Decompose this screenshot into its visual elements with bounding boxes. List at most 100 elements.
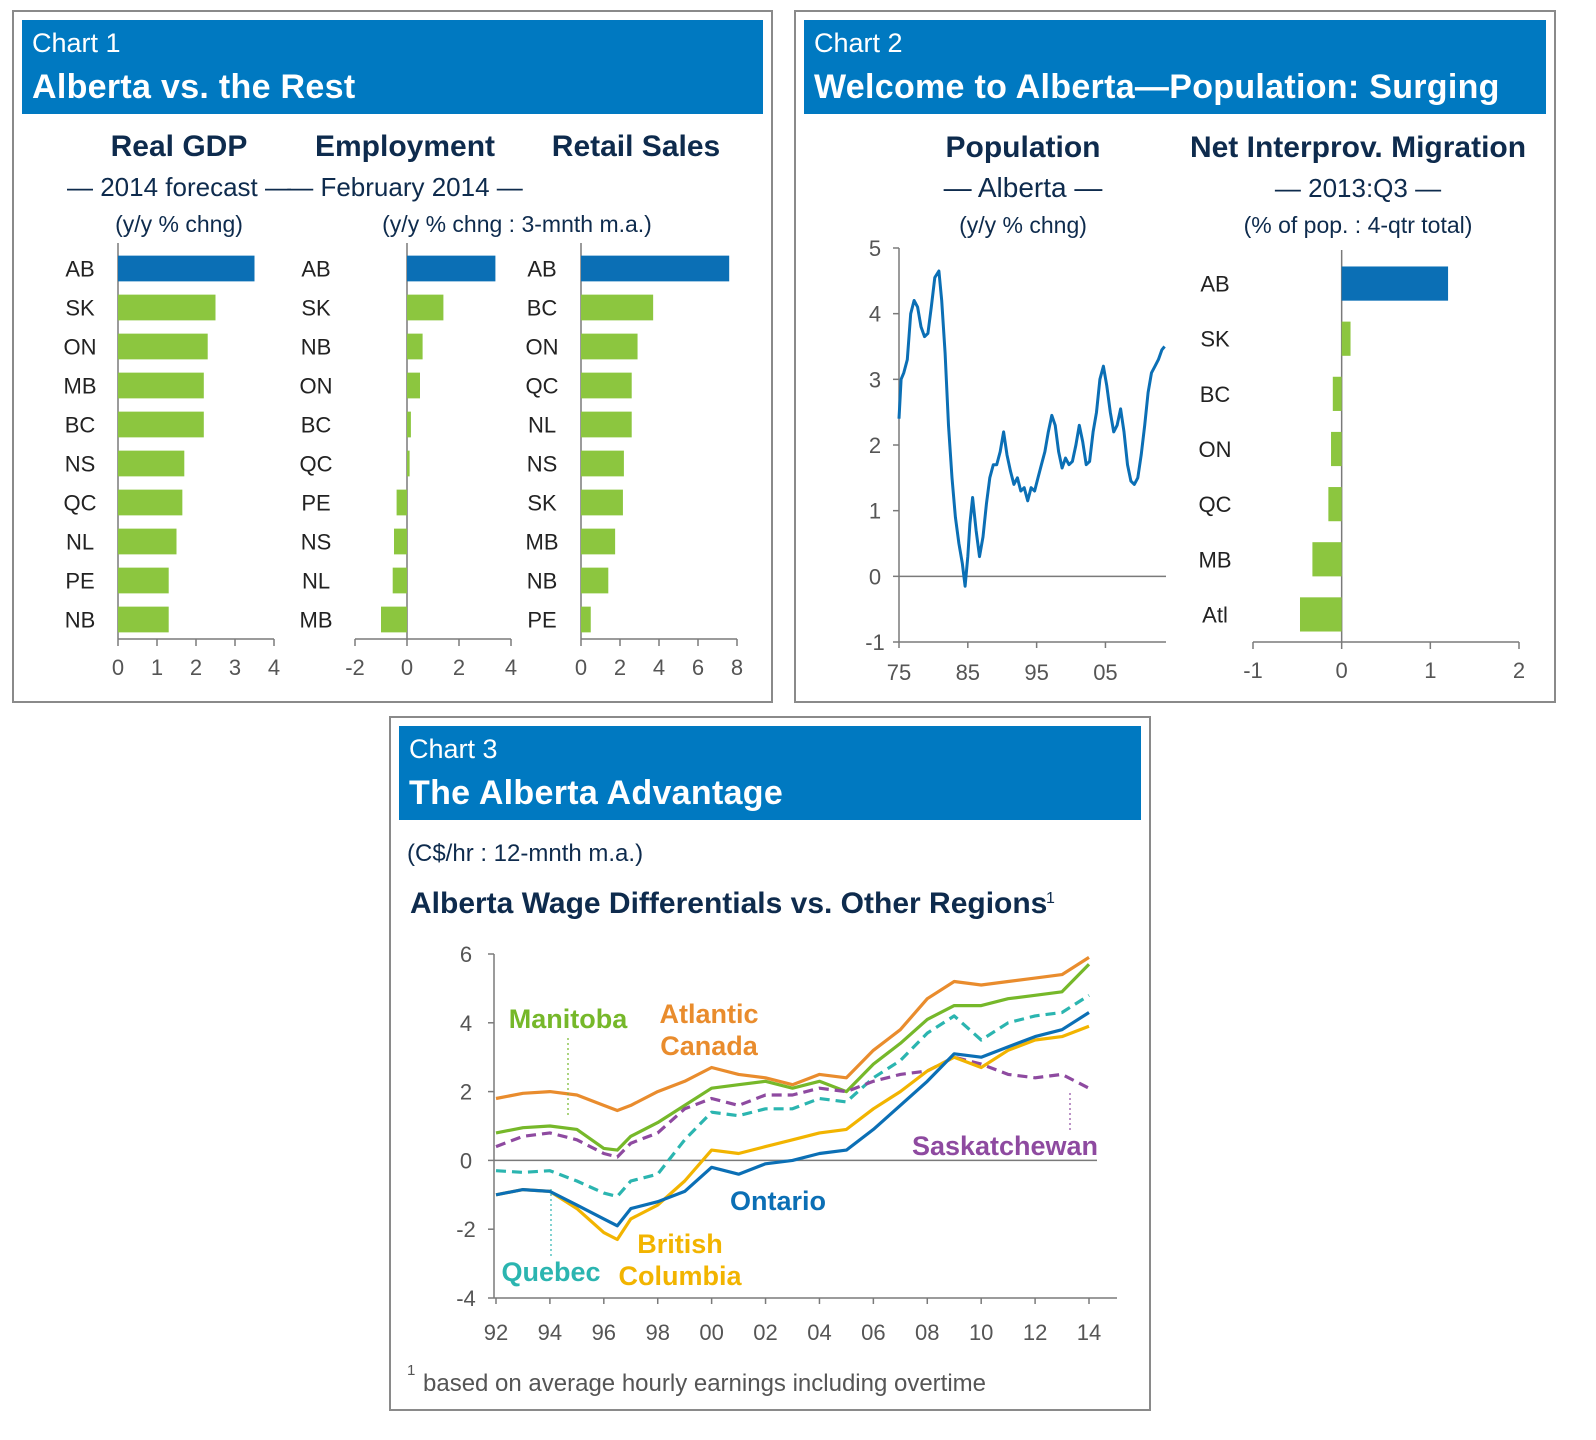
chart2-population-ytick-label: -1 — [865, 630, 885, 655]
chart1-retail-bar-NS — [581, 450, 624, 477]
chart1-retail-bar-NL — [581, 411, 632, 438]
chart1-gdp-category-SK: SK — [65, 296, 95, 321]
chart1-gdp-title: Real GDP — [111, 130, 248, 163]
chart3-xtick-label: 10 — [969, 1320, 993, 1345]
chart2-population-unit: (y/y % chng) — [959, 212, 1087, 238]
chart2-migration-category-AB: AB — [1200, 272, 1229, 297]
chart1-title: Alberta vs. the Rest — [32, 68, 356, 106]
chart1-gdp-category-MB: MB — [64, 374, 97, 399]
chart3-ytick-label: -4 — [456, 1286, 476, 1311]
chart1-retail-category-QC: QC — [526, 374, 559, 399]
chart1-retail-bar-AB — [581, 255, 730, 282]
chart3-ytick-label: 4 — [460, 1011, 472, 1036]
chart3-series-label-manitoba: Manitoba — [509, 1004, 628, 1034]
chart1-panel: Chart 1 Alberta vs. the Rest Real GDP — 2… — [12, 10, 773, 703]
chart2-migration-bar-Atl — [1299, 597, 1342, 632]
chart3-xtick-label: 14 — [1077, 1320, 1101, 1345]
chart3-series-label-atlantic-canada: Atlantic — [659, 999, 758, 1029]
chart1-employment-tick-label: 4 — [505, 655, 517, 680]
chart1-employment-title: Employment — [315, 130, 495, 163]
chart2-migration-unit: (% of pop. : 4-qtr total) — [1244, 212, 1473, 238]
chart1-retail-bar-NB — [581, 567, 609, 594]
chart1-retail-category-MB: MB — [526, 530, 559, 555]
chart1-employment-bar-NB — [407, 333, 423, 360]
chart1-retail-bar-PE — [581, 606, 591, 633]
chart1-gdp-bar-NL — [118, 528, 177, 555]
chart2-migration-bar-ON — [1331, 431, 1342, 467]
chart1-gdp-category-QC: QC — [64, 491, 97, 516]
chart2-migration-tick-label: 1 — [1424, 658, 1436, 683]
chart1-employment-subtitle: — February 2014 — — [287, 172, 523, 202]
chart1-retail-bar-BC — [581, 294, 654, 321]
chart3-footnote-mark: 1 — [407, 1362, 415, 1379]
chart1-gdp-bar-QC — [118, 489, 183, 516]
chart1-gdp-category-AB: AB — [65, 257, 94, 282]
chart1-retail-category-PE: PE — [527, 608, 556, 633]
chart2-population-ytick-label: 4 — [869, 302, 881, 327]
chart1-retail-category-ON: ON — [526, 335, 559, 360]
chart2-population-xtick-label: 95 — [1024, 660, 1048, 685]
chart2-migration-category-QC: QC — [1199, 492, 1232, 517]
chart1-gdp-unit: (y/y % chng) — [115, 211, 243, 237]
chart1-employment-bar-AB — [407, 255, 496, 282]
chart3-xtick-label: 08 — [915, 1320, 939, 1345]
chart1-retail-tick-label: 2 — [614, 655, 626, 680]
chart3-xtick-label: 92 — [484, 1320, 508, 1345]
chart3-series-saskatchewan — [495, 1055, 1090, 1159]
chart3-series-label-saskatchewan: Saskatchewan — [912, 1131, 1098, 1161]
chart1-gdp-bar-NS — [118, 450, 185, 477]
chart1-gdp-tick-label: 4 — [268, 655, 280, 680]
chart1-gdp-category-PE: PE — [65, 569, 94, 594]
chart1-gdp-bar-AB — [118, 255, 255, 282]
chart3-series-label-quebec: Quebec — [501, 1257, 600, 1287]
chart3-xtick-label: 96 — [592, 1320, 616, 1345]
chart2-population-ytick-label: 0 — [869, 564, 881, 589]
chart1-retail-title: Retail Sales — [552, 130, 720, 163]
chart1-gdp-bar-MB — [118, 372, 204, 399]
chart1-employment-category-NS: NS — [301, 530, 332, 555]
chart3-series-label-atlantic-canada: Canada — [660, 1031, 759, 1061]
chart1-employment-bar-PE — [396, 489, 407, 516]
chart3-series-label-ontario: Ontario — [730, 1186, 826, 1216]
chart2-migration-tick-label: 2 — [1513, 658, 1525, 683]
chart2-migration-tick-label: -1 — [1243, 658, 1263, 683]
chart1-retail-tick-label: 0 — [575, 655, 587, 680]
chart3-xtick-label: 04 — [807, 1320, 831, 1345]
chart1-gdp-bar-ON — [118, 333, 208, 360]
chart2-panel: Chart 2 Welcome to Alberta—Population: S… — [794, 10, 1556, 703]
chart1-retail-bar-ON — [581, 333, 638, 360]
chart2-population-title: Population — [946, 131, 1101, 164]
chart2-migration-bar-BC — [1332, 376, 1342, 411]
chart1-employment-category-QC: QC — [300, 452, 333, 477]
chart3-ytick-label: 0 — [460, 1148, 472, 1173]
chart1-gdp-category-ON: ON — [64, 335, 97, 360]
chart3-ytick-label: -2 — [456, 1217, 476, 1242]
chart1-gdp-bar-PE — [118, 567, 169, 594]
chart3-xtick-label: 02 — [753, 1320, 777, 1345]
chart3-series-label-british-columbia: British — [637, 1229, 723, 1259]
chart1-retail-category-NB: NB — [527, 569, 558, 594]
chart2-migration-category-BC: BC — [1200, 382, 1231, 407]
chart2-migration-category-Atl: Atl — [1202, 602, 1228, 627]
chart1-employment-tick-label: 0 — [401, 655, 413, 680]
chart2-migration-category-ON: ON — [1199, 437, 1232, 462]
chart1-retail-bar-QC — [581, 372, 632, 399]
chart1-employment-tick-label: 2 — [453, 655, 465, 680]
chart3-ytick-label: 6 — [460, 942, 472, 967]
chart1-employment-category-PE: PE — [301, 491, 330, 516]
chart1-retail-bar-SK — [581, 489, 623, 516]
chart1-employment-bar-NS — [394, 528, 407, 555]
chart2-tag: Chart 2 — [814, 28, 903, 58]
chart1-retail-category-NL: NL — [528, 413, 556, 438]
chart2-population-xtick-label: 85 — [956, 660, 980, 685]
chart1-retail-category-AB: AB — [527, 257, 556, 282]
chart2-population-ytick-label: 3 — [869, 367, 881, 392]
chart1-employment-unit: (y/y % chng : 3-mnth m.a.) — [382, 211, 652, 237]
chart3-panel: Chart 3 The Alberta Advantage (C$/hr : 1… — [389, 716, 1151, 1411]
chart3-plot: (C$/hr : 12-mnth m.a.) Alberta Wage Diffe… — [407, 840, 1117, 1397]
chart2-migration-bar-SK — [1341, 321, 1351, 356]
chart3-ytick-label: 2 — [460, 1080, 472, 1105]
chart1-employment-tick-label: -2 — [345, 655, 365, 680]
chart1-gdp-bar-SK — [118, 294, 216, 321]
chart2-migration-category-SK: SK — [1200, 327, 1230, 352]
